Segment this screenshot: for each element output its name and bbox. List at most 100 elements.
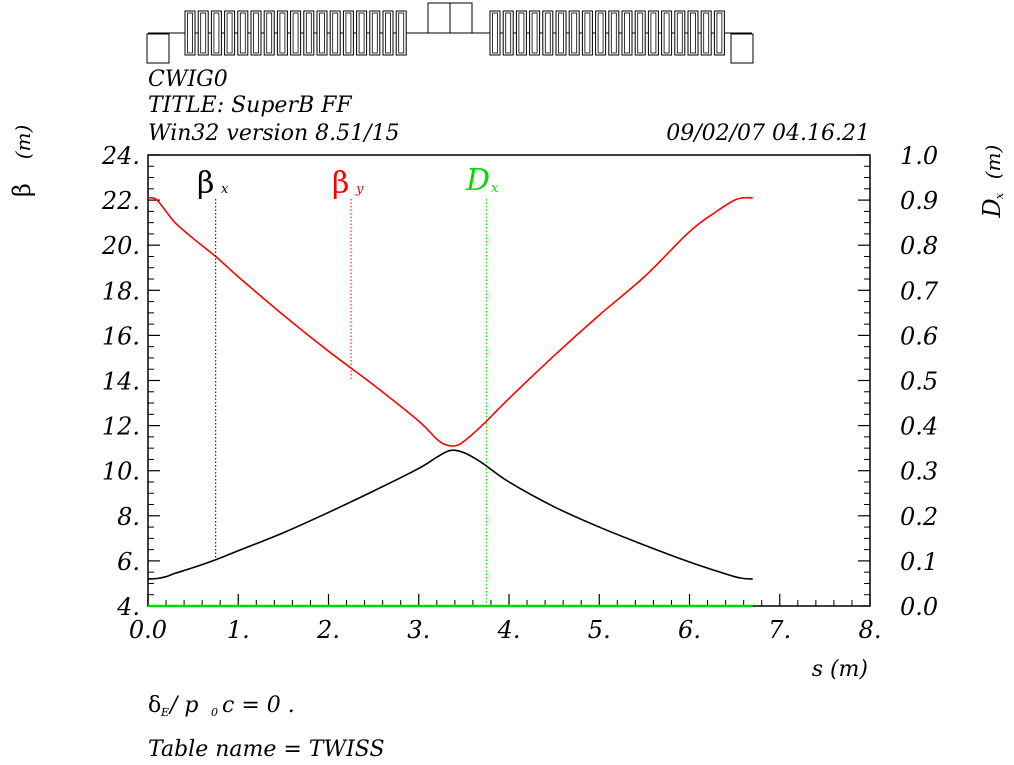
lattice-wiggler-pole — [316, 10, 328, 56]
footer-delta-sub: E — [160, 706, 169, 719]
lattice-wiggler-pole — [184, 10, 196, 56]
legend-betax-symbol: β — [197, 166, 214, 201]
legend-dx: D x — [465, 163, 499, 198]
lattice-wiggler-pole-inner — [239, 12, 246, 54]
lattice-wiggler-pole — [647, 10, 659, 56]
lattice-wiggler-pole-inner — [279, 12, 286, 54]
series-layer — [147, 196, 753, 608]
lattice-quad-below — [146, 33, 170, 64]
lattice-wiggler-pole-inner — [558, 12, 564, 54]
lattice-wiggler-pole-inner — [584, 12, 591, 54]
lattice-wiggler-pole — [250, 10, 262, 56]
y-left-title-symbol: β — [8, 183, 36, 197]
lattice-wiggler-pole-inner — [690, 12, 696, 54]
lattice-wiggler-pole-inner — [637, 12, 644, 54]
y-left-tick-label: 20. — [101, 232, 140, 260]
y-left-tick-label: 16. — [102, 322, 140, 350]
lattice-wiggler-pole — [542, 10, 554, 56]
lattice-wiggler-pole — [210, 10, 222, 56]
x-tick-label: 4. — [497, 616, 521, 644]
lattice-wiggler-pole — [369, 10, 381, 56]
y-left-tick-label: 4. — [116, 593, 140, 621]
lattice-wiggler-pole — [489, 10, 501, 56]
lattice-wiggler-pole-inner — [187, 12, 193, 54]
legend-betay-symbol: β — [332, 166, 349, 201]
footer-delta-symbol: δ — [148, 693, 161, 718]
header-line-3: Win32 version 8.51/15 — [148, 121, 400, 146]
lattice-wiggler-pole-inner — [650, 12, 657, 54]
y-right-title-symbol: D — [978, 198, 1006, 218]
lattice-wiggler-pole-inner — [305, 12, 312, 54]
lattice-quad-above — [427, 2, 451, 34]
lattice-wiggler-pole — [661, 10, 673, 56]
lattice-wiggler-pole-inner — [253, 12, 259, 54]
lattice-wiggler-pole-inner — [226, 12, 233, 54]
lattice-wiggler-pole-inner — [571, 12, 578, 54]
lattice-wiggler-pole-inner — [663, 12, 670, 54]
lattice-wiggler-pole — [224, 10, 236, 56]
y-right-tick-label: 0.9 — [900, 187, 938, 215]
y-right-tick-label: 0.8 — [900, 232, 938, 260]
footer-delta-tail: c = 0 . — [222, 693, 295, 718]
lattice-schematic — [146, 2, 754, 64]
lattice-wiggler-pole — [674, 10, 686, 56]
lattice-wiggler-pole — [303, 10, 315, 56]
x-tick-label: 1. — [227, 616, 250, 644]
y-right-tick-label: 0.3 — [900, 458, 938, 486]
series-betay-line — [147, 196, 753, 447]
y-right-tick-label: 0.4 — [900, 413, 938, 441]
y-left-tick-label: 8. — [117, 503, 140, 531]
lattice-wiggler-pole-inner — [213, 12, 220, 54]
legend-betay-subscript: y — [355, 182, 364, 197]
y-right-tick-label: 0.2 — [900, 503, 938, 531]
lattice-wiggler-pole — [634, 10, 646, 56]
lattice-wiggler-pole-inner — [332, 12, 339, 54]
lattice-wiggler-pole — [395, 10, 407, 56]
lattice-wiggler-pole-inner — [531, 12, 538, 54]
plot-frame — [147, 154, 871, 607]
y-right-title-unit: (m) — [981, 145, 1005, 180]
footer-table-name: Table name = TWISS — [148, 737, 385, 762]
lattice-wiggler-pole-inner — [358, 12, 365, 54]
lattice-wiggler-pole — [568, 10, 580, 56]
lattice-wiggler-pole — [515, 10, 527, 56]
lattice-wiggler-pole-inner — [597, 12, 604, 54]
header-datetime: 09/02/07 04.16.21 — [666, 121, 870, 146]
y-right-title-subscript: x — [993, 192, 1006, 199]
y-left-tick-label: 14. — [102, 368, 140, 396]
lattice-wiggler-pole-inner — [518, 12, 525, 54]
lattice-wiggler-pole — [555, 10, 567, 56]
lattice-wiggler-pole-inner — [544, 12, 551, 54]
lattice-wiggler-pole — [700, 10, 712, 56]
footer-delta: δ E / p 0 c = 0 . — [148, 693, 295, 719]
lattice-wiggler-pole-inner — [398, 12, 405, 54]
header-line-2: TITLE: SuperB FF — [148, 93, 352, 118]
lattice-wiggler-pole — [713, 10, 725, 56]
footer-delta-sub2: 0 — [211, 706, 218, 719]
footer-delta-rest: / p — [168, 693, 199, 718]
y-left-tick-label: 12. — [102, 413, 140, 441]
lattice-wiggler-pole — [342, 10, 354, 56]
axis-ticks: 0.0 1. 2. 3. 4. 5. 6. 7. 8. 4. 6. 8. 10. 12. 14. 16. 18.… — [101, 142, 939, 644]
y-left-tick-label: 18. — [102, 277, 140, 305]
lattice-wiggler-pole-inner — [319, 12, 325, 54]
x-tick-label: 7. — [768, 616, 791, 644]
y-left-tick-label: 24. — [101, 142, 140, 170]
lattice-wiggler-pole — [290, 10, 302, 56]
y-left-tick-label: 10. — [102, 458, 140, 486]
lattice-quad-below — [730, 33, 754, 64]
legend-betax: β x — [197, 166, 229, 201]
series-betax-line — [147, 449, 753, 580]
y-right-tick-label: 0.1 — [900, 548, 938, 576]
lattice-wiggler-pole-inner — [492, 12, 498, 54]
x-axis-title: s (m) — [812, 657, 868, 682]
lattice-wiggler-pole-inner — [292, 12, 299, 54]
x-tick-label: 3. — [407, 616, 430, 644]
lattice-wiggler-pole-inner — [345, 12, 352, 54]
lattice-wiggler-pole-inner — [716, 12, 723, 54]
lattice-wiggler-pole — [276, 10, 288, 56]
x-tick-label: 8. — [859, 616, 882, 644]
lattice-wiggler-pole — [356, 10, 368, 56]
lattice-wiggler-pole — [581, 10, 593, 56]
